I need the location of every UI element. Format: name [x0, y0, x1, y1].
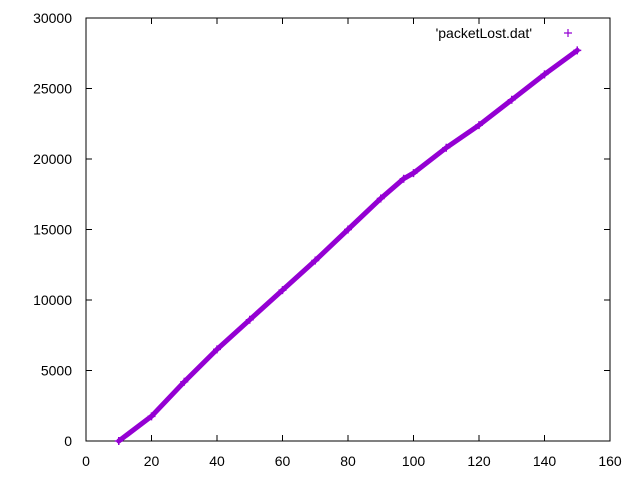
x-tick-label: 60	[275, 453, 291, 469]
data-point	[344, 225, 352, 234]
x-tick-label: 140	[533, 453, 557, 469]
data-point	[409, 169, 418, 178]
x-tick-label: 20	[144, 453, 160, 469]
y-tick-label: 10000	[33, 292, 72, 308]
data-point	[311, 256, 320, 265]
data-point	[213, 345, 221, 354]
data-point	[278, 286, 287, 295]
data-point	[442, 143, 451, 152]
x-axis-ticks: 0 20 40 60 80 100 120 140 160	[82, 18, 622, 469]
y-tick-label: 5000	[41, 363, 72, 379]
data-point	[245, 315, 254, 324]
legend-marker-icon	[564, 29, 572, 37]
data-point	[540, 70, 549, 79]
y-tick-label: 15000	[33, 222, 72, 238]
x-tick-label: 160	[598, 453, 622, 469]
data-point	[573, 46, 582, 55]
data-point	[147, 412, 156, 421]
data-point	[507, 95, 516, 104]
x-tick-label: 120	[467, 453, 491, 469]
data-point	[376, 194, 385, 203]
legend: 'packetLost.dat'	[436, 25, 572, 41]
y-axis-ticks: 0 5000 10000 15000 20000 25000 30000	[33, 10, 610, 449]
y-tick-label: 25000	[33, 81, 72, 97]
legend-plus-icon	[564, 29, 572, 37]
data-point	[399, 174, 408, 183]
data-point	[114, 437, 123, 445]
x-tick-label: 80	[340, 453, 356, 469]
series-line	[116, 47, 580, 444]
x-tick-label: 0	[82, 453, 90, 469]
legend-label: 'packetLost.dat'	[436, 25, 532, 41]
y-tick-label: 30000	[33, 10, 72, 26]
data-point	[475, 121, 483, 130]
data-point	[180, 377, 189, 386]
x-tick-label: 40	[209, 453, 225, 469]
y-tick-label: 20000	[33, 151, 72, 167]
series-layer	[114, 46, 582, 445]
y-tick-label: 0	[64, 433, 72, 449]
x-tick-label: 100	[402, 453, 426, 469]
